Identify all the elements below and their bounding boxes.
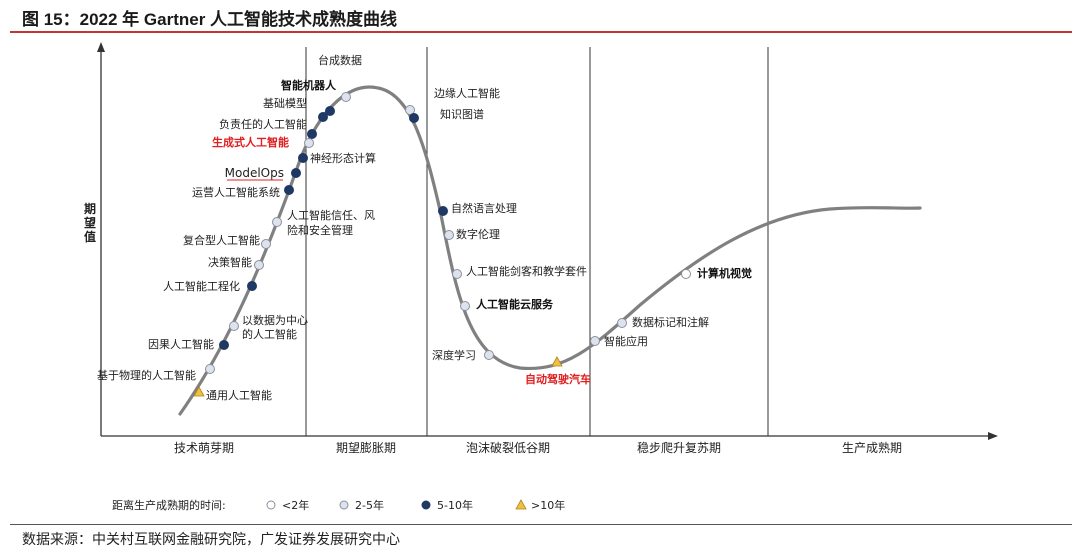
phase-label: 技术萌芽期: [174, 441, 234, 455]
hype-curve: [178, 85, 922, 416]
tech-label: 负责任的人工智能: [219, 117, 307, 131]
y-axis-label-1: 期: [84, 201, 96, 216]
tech-label: 计算机视觉: [697, 266, 752, 280]
tech-label: 数据标记和注解: [632, 315, 709, 329]
marker-yin-guo-ai: [219, 340, 229, 350]
phase-label: 泡沫破裂低谷期: [466, 440, 550, 455]
tech-label: 因果人工智能: [148, 337, 214, 351]
tech-label: 人工智能工程化: [163, 279, 240, 293]
marker-shu-ju-biao-ji: [617, 318, 627, 328]
phase-label: 稳步爬升复苏期: [637, 440, 721, 455]
legend-marker-triangle: [515, 499, 527, 510]
tech-label: 智能机器人: [281, 78, 337, 92]
tech-label: 智能应用: [604, 334, 648, 348]
tech-label: 生成式人工智能: [212, 135, 289, 149]
marker-tai-cheng-shu-ju: [341, 92, 351, 102]
figure-header: 图 15：2022 年 Gartner 人工智能技术成熟度曲线: [0, 0, 1080, 34]
marker-ai-yun-fu-wu: [460, 301, 470, 311]
marker-ji-chu-mo-xing: [318, 112, 328, 122]
tech-label: 知识图谱: [440, 107, 484, 121]
tech-label: 基础模型: [263, 96, 307, 110]
marker-ai-gong-cheng-hua: [247, 281, 257, 291]
marker-wu-li-ai: [205, 364, 215, 374]
header-divider: [10, 31, 1072, 33]
legend-marker-light: [339, 500, 349, 510]
tech-label: ModelOps: [225, 166, 284, 180]
tech-label: 决策智能: [208, 255, 252, 269]
legend-label: >10年: [531, 498, 565, 512]
marker-fu-he-xing-ai: [261, 239, 271, 249]
y-axis-label-2: 望: [84, 215, 96, 230]
data-source: 数据来源：中关村互联网金融研究院，广发证券发展研究中心: [22, 532, 400, 548]
marker-zhi-neng-ying-yong: [590, 336, 600, 346]
marker-sheng-cheng-shi-ai: [304, 138, 314, 148]
legend-label: 2-5年: [355, 498, 384, 512]
marker-ji-suan-ji-shi-jue: [681, 269, 691, 279]
legend-label: <2年: [282, 498, 309, 512]
marker-ai-xin-ren: [272, 217, 282, 227]
tech-label: 人工智能云服务: [476, 297, 554, 311]
tech-label: 以数据为中心: [242, 313, 308, 327]
tech-label: 台成数据: [318, 53, 362, 67]
tech-label: 人工智能信任、风: [287, 208, 375, 222]
tech-label: 复合型人工智能: [183, 233, 260, 247]
legend-label: 5-10年: [437, 498, 473, 512]
tech-label: 边缘人工智能: [434, 86, 500, 100]
legend-title: 距离生产成熟期的时间:: [112, 498, 226, 512]
tech-label: 基于物理的人工智能: [97, 368, 196, 382]
marker-tong-yong-ai: [193, 386, 205, 397]
y-axis-label-3: 值: [84, 229, 96, 244]
legend-marker-white: [266, 500, 276, 510]
marker-zhi-shi-tu-pu: [409, 113, 419, 123]
tech-label: 运营人工智能系统: [192, 185, 280, 199]
marker-modelops: [291, 168, 301, 178]
phase-label: 生产成熟期: [842, 440, 902, 455]
marker-shu-zi-lun-li: [444, 230, 454, 240]
y-axis-arrow: [97, 42, 105, 52]
tech-label: 人工智能剑客和教学套件: [466, 264, 587, 278]
tech-label: 神经形态计算: [310, 151, 376, 165]
marker-fu-ze-ren-ai: [307, 129, 317, 139]
tech-label: 自然语言处理: [451, 201, 517, 215]
legend-marker-dark: [421, 500, 431, 510]
marker-shen-jing-xing-tai: [298, 153, 308, 163]
marker-jue-ce-zhi-neng: [254, 260, 264, 270]
footer-divider: [10, 524, 1072, 525]
tech-label: 深度学习: [432, 348, 476, 362]
tech-label: 通用人工智能: [206, 388, 272, 402]
marker-yun-ying-ai: [284, 185, 294, 195]
tech-label: 险和安全管理: [287, 223, 353, 237]
marker-yi-shu-ju-wei-zhong-xin: [229, 321, 239, 331]
x-axis-arrow: [988, 432, 998, 440]
tech-label: 自动驾驶汽车: [525, 372, 591, 386]
hype-cycle-diagram: 期 望 值 技术萌芽期 期望膨胀期 泡沫破裂低谷期 稳步爬升复苏期 生产成熟期 …: [84, 42, 998, 512]
tech-label: 的人工智能: [242, 327, 297, 341]
marker-ai-jian-ke: [452, 269, 462, 279]
figure-title: 图 15：2022 年 Gartner 人工智能技术成熟度曲线: [22, 10, 398, 29]
marker-zi-ran-yu-yan: [438, 206, 448, 216]
marker-zi-dong-jia-shi: [551, 356, 563, 367]
marker-zhi-neng-ji-qi-ren: [325, 106, 335, 116]
marker-bian-yuan-ai: [405, 105, 415, 115]
marker-shen-du-xue-xi: [484, 350, 494, 360]
tech-label: 数字伦理: [456, 227, 500, 241]
phase-label: 期望膨胀期: [336, 441, 396, 455]
